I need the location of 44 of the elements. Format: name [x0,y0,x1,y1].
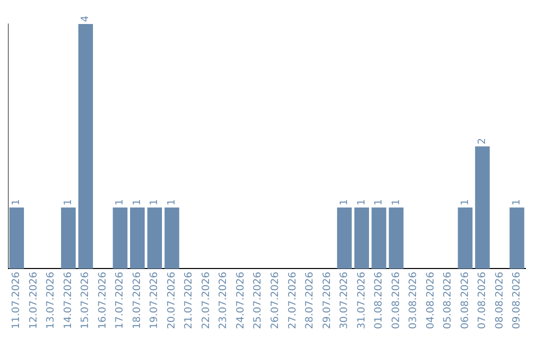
x-tick-label: 07.08.2026 [477,272,488,330]
data-label: 1 [356,199,368,206]
data-label: 1 [339,199,350,206]
x-tick-label: 17.07.2026 [114,272,126,330]
x-tick-label: 28.07.2026 [304,272,316,330]
x-tick-label: 29.07.2026 [322,272,333,330]
x-tick-label: 20.07.2026 [166,272,178,330]
data-label: 2 [477,138,488,144]
x-tick-label: 09.08.2026 [512,272,523,330]
x-tick-label: 18.07.2026 [132,272,143,330]
x-tick-label: 26.07.2026 [270,272,281,330]
data-label: 1 [512,199,523,206]
x-tick-label: 27.07.2026 [287,272,298,330]
data-label: 1 [62,199,74,206]
data-label: 4 [80,16,92,22]
x-tick-label: 12.07.2026 [28,272,40,330]
x-tick-label: 24.07.2026 [235,272,246,330]
x-tick-label: 21.07.2026 [184,272,195,330]
data-label: 1 [149,199,160,206]
data-label: 1 [132,199,143,206]
x-tick-label: 02.08.2026 [390,272,402,330]
data-label: 1 [390,199,402,206]
x-tick-label: 14.07.2026 [62,272,74,330]
x-tick-label: 13.07.2026 [46,272,57,330]
x-tick-label: 16.07.2026 [97,272,108,330]
x-tick-label: 11.07.2026 [11,272,22,330]
x-tick-label: 30.07.2026 [339,272,350,330]
x-tick-label: 25.07.2026 [252,272,264,330]
x-tick-label: 04.08.2026 [425,272,436,330]
data-label: 1 [114,199,126,206]
x-tick-label: 08.08.2026 [494,272,506,330]
x-tick-label: 05.08.2026 [442,272,454,330]
x-tick-label: 01.08.2026 [374,272,385,330]
x-tick-label: 06.08.2026 [460,272,471,330]
data-label: 1 [374,199,385,206]
x-tick-label: 22.07.2026 [200,272,212,330]
data-label: 1 [166,199,178,206]
data-label: 1 [11,199,22,206]
x-tick-label: 23.07.2026 [218,272,230,330]
x-tick-label: 31.07.2026 [356,272,368,330]
data-label: 1 [460,199,471,206]
x-tick-label: 19.07.2026 [149,272,160,330]
x-tick-label: 03.08.2026 [408,272,420,330]
x-tick-label: 15.07.2026 [80,272,92,330]
